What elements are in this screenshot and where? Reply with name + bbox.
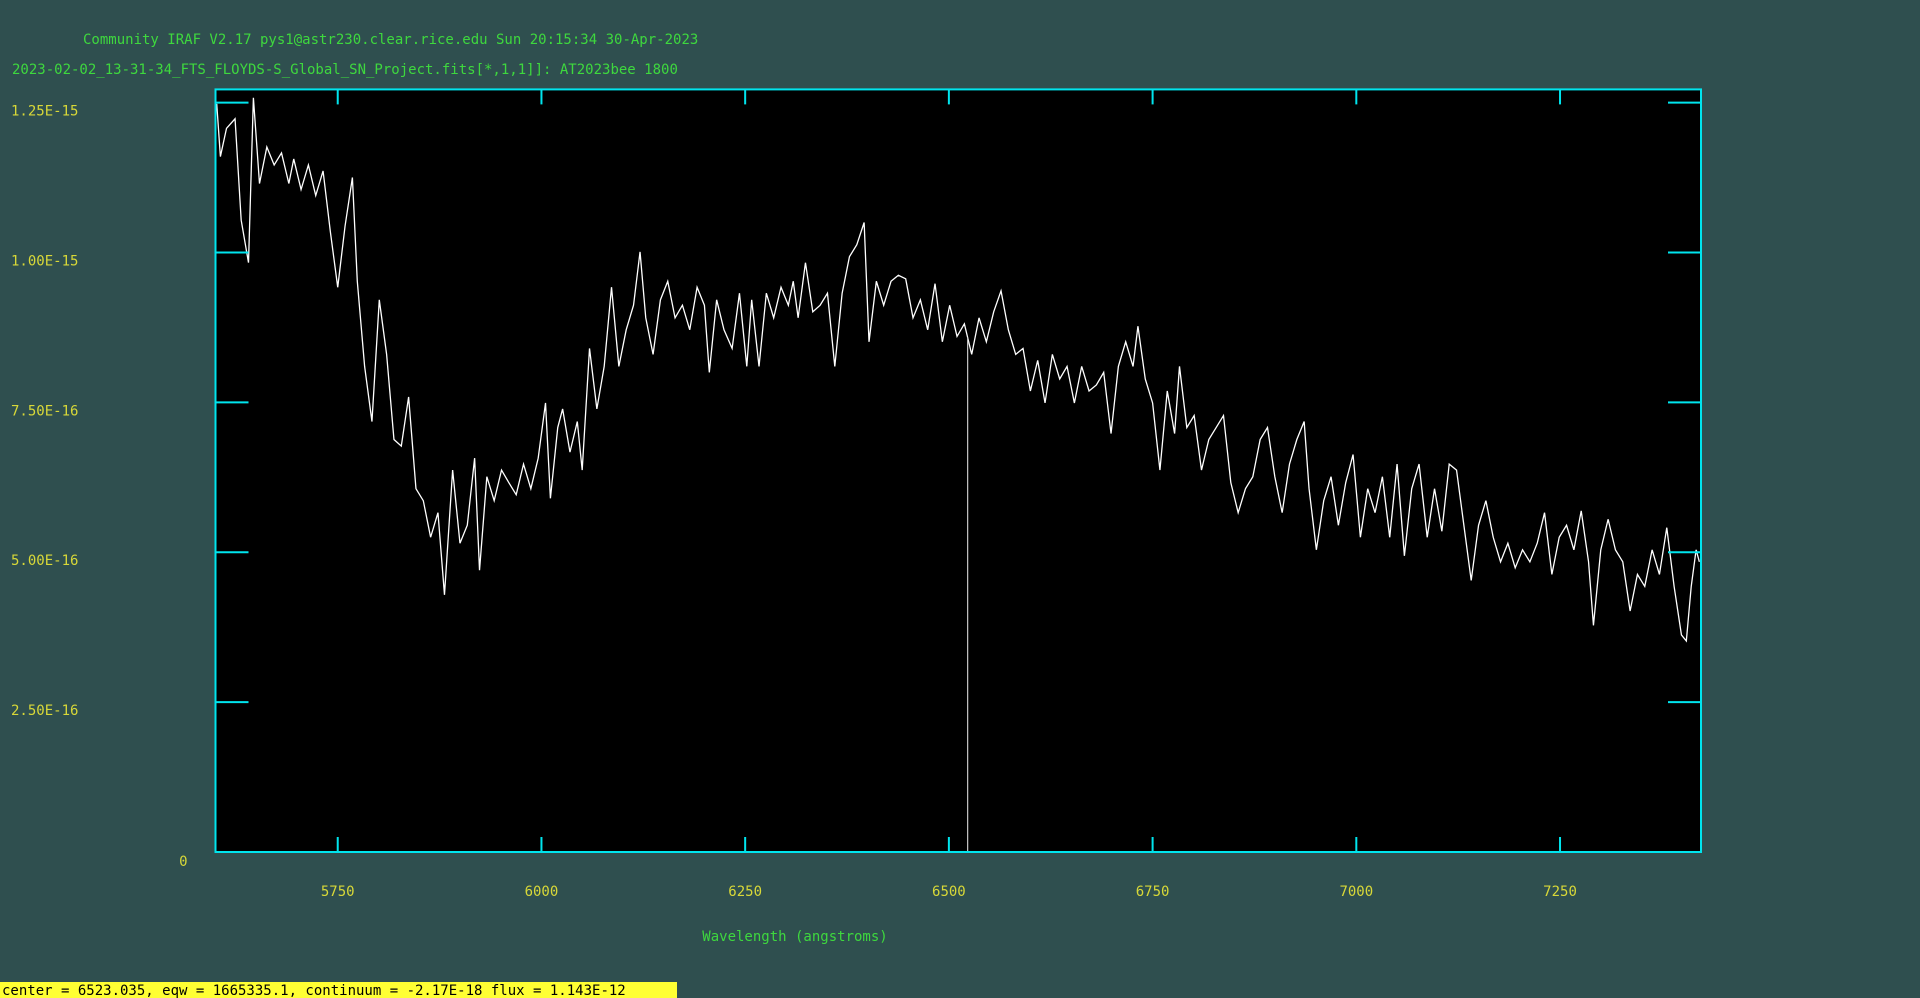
y-tick-label: 1.25E-15 bbox=[11, 104, 78, 120]
header: Community IRAF V2.17 pys1@astr230.clear.… bbox=[83, 32, 698, 48]
chart-title: 2023-02-02_13-31-34_FTS_FLOYDS-S_Global_… bbox=[12, 62, 678, 78]
plot-area bbox=[215, 89, 1701, 852]
x-tick-label: 6000 bbox=[525, 884, 559, 900]
status-bar bbox=[0, 982, 677, 998]
x-tick-label: 6750 bbox=[1136, 884, 1170, 900]
plot-frame bbox=[214, 88, 1702, 853]
x-tick-label: 6250 bbox=[728, 884, 762, 900]
x-axis-label: Wavelength (angstroms) bbox=[702, 929, 887, 945]
x-tick-label: 7000 bbox=[1339, 884, 1373, 900]
y-tick-label: 1.00E-15 bbox=[11, 253, 78, 269]
x-tick-label: 7250 bbox=[1543, 884, 1577, 900]
x-tick-label: 6500 bbox=[932, 884, 966, 900]
x-tick-label: 5750 bbox=[321, 884, 355, 900]
spectrum-line bbox=[216, 97, 1700, 643]
status-text: center = 6523.035, eqw = 1665335.1, cont… bbox=[2, 983, 626, 998]
y-tick-label: 2.50E-16 bbox=[11, 703, 78, 719]
y-tick-label: 5.00E-16 bbox=[11, 553, 78, 569]
y-tick-label: 0 bbox=[179, 854, 187, 870]
y-tick-label: 7.50E-16 bbox=[11, 403, 78, 419]
